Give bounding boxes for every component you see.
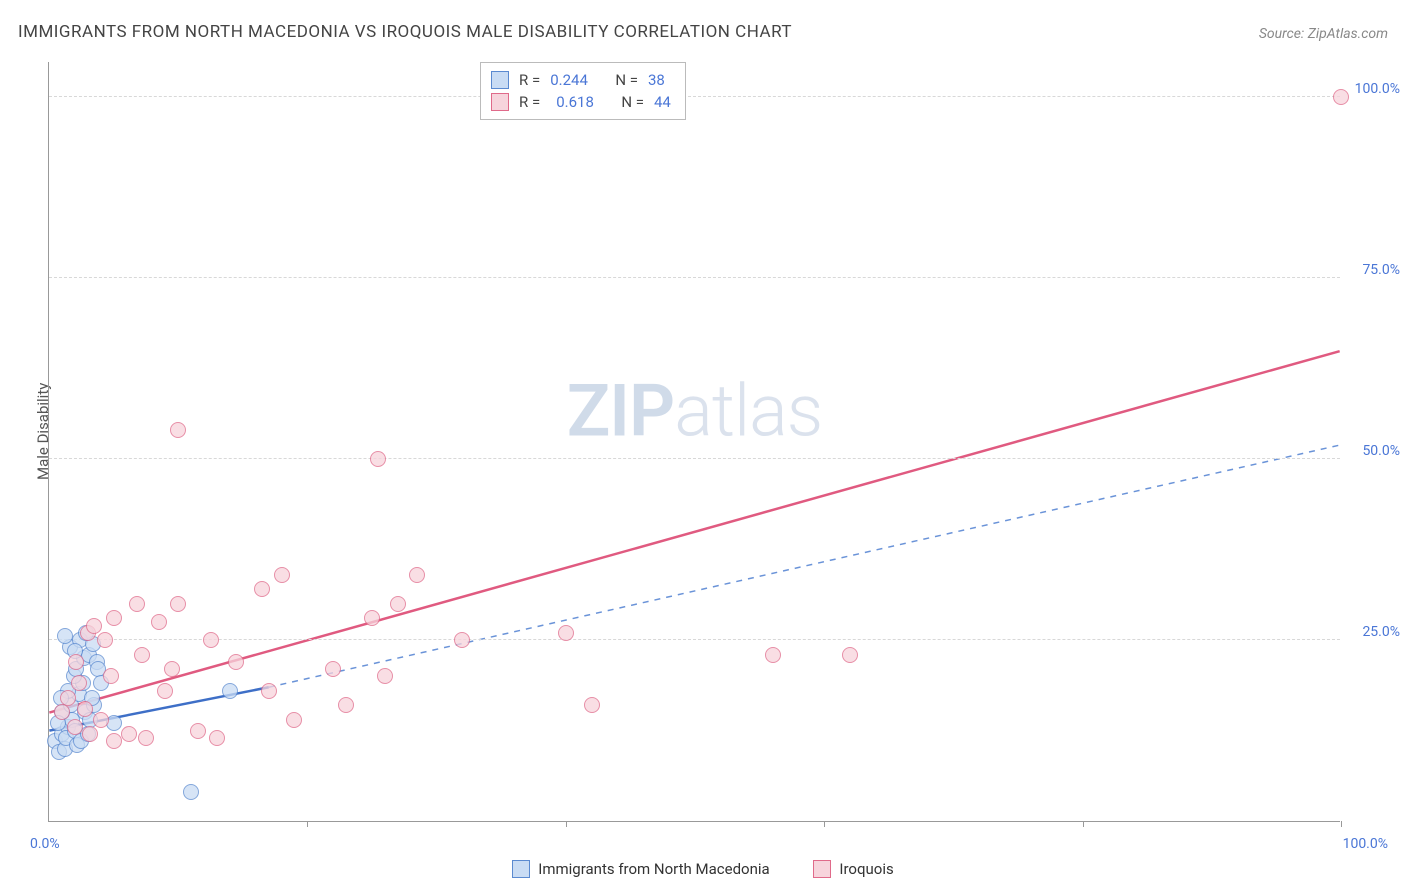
y-tick-label: 25.0% <box>1362 624 1400 640</box>
scatter-point-iroquois <box>68 654 84 670</box>
scatter-point-iroquois <box>409 567 425 583</box>
x-axis-end-label: 100.0% <box>1343 836 1388 852</box>
scatter-point-iroquois <box>390 596 406 612</box>
n-value-iroquois: 44 <box>654 91 671 113</box>
scatter-point-iroquois <box>103 668 119 684</box>
r-legend-row-immigrants: R = 0.244 N = 38 <box>491 69 671 91</box>
scatter-point-iroquois <box>71 675 87 691</box>
source-label: Source: ZipAtlas.com <box>1259 26 1388 42</box>
scatter-point-iroquois <box>261 683 277 699</box>
r-label: R = <box>519 69 540 91</box>
r-legend-row-iroquois: R = 0.618 N = 44 <box>491 91 671 113</box>
watermark-zip: ZIP <box>567 369 674 454</box>
scatter-point-iroquois <box>254 581 270 597</box>
scatter-point-immigrants <box>183 784 199 800</box>
scatter-point-iroquois <box>377 668 393 684</box>
legend-swatch-iroquois <box>491 93 509 111</box>
x-tick <box>307 821 308 827</box>
y-tick-label: 50.0% <box>1362 443 1400 459</box>
scatter-point-iroquois <box>170 422 186 438</box>
legend-swatch-immigrants <box>512 860 530 878</box>
r-value-immigrants: 0.244 <box>550 69 588 91</box>
n-value-immigrants: 38 <box>648 69 665 91</box>
scatter-point-iroquois <box>286 712 302 728</box>
scatter-point-iroquois <box>106 733 122 749</box>
scatter-point-iroquois <box>338 697 354 713</box>
scatter-point-iroquois <box>765 647 781 663</box>
r-label: R = <box>519 91 540 113</box>
scatter-point-immigrants <box>57 628 73 644</box>
x-tick <box>824 821 825 827</box>
scatter-point-iroquois <box>93 712 109 728</box>
scatter-point-iroquois <box>77 701 93 717</box>
scatter-point-iroquois <box>209 730 225 746</box>
gridline <box>49 96 1340 97</box>
x-tick <box>1083 821 1084 827</box>
scatter-point-iroquois <box>106 610 122 626</box>
scatter-point-iroquois <box>86 618 102 634</box>
n-label: N = <box>621 91 644 113</box>
scatter-point-iroquois <box>170 596 186 612</box>
legend-label-iroquois: Iroquois <box>839 860 893 878</box>
scatter-point-iroquois <box>138 730 154 746</box>
correlation-chart: IMMIGRANTS FROM NORTH MACEDONIA VS IROQU… <box>0 0 1406 892</box>
scatter-point-iroquois <box>584 697 600 713</box>
scatter-point-iroquois <box>364 610 380 626</box>
y-tick-label: 75.0% <box>1362 262 1400 278</box>
gridline <box>49 639 1340 640</box>
scatter-point-iroquois <box>151 614 167 630</box>
scatter-point-iroquois <box>203 632 219 648</box>
watermark-atlas: atlas <box>674 369 822 454</box>
plot-area: ZIPatlas 25.0%50.0%75.0%100.0% <box>48 62 1340 822</box>
n-label: N = <box>615 69 638 91</box>
legend-swatch-immigrants <box>491 71 509 89</box>
x-axis-start-label: 0.0% <box>30 836 60 852</box>
scatter-point-iroquois <box>370 451 386 467</box>
x-tick <box>1341 821 1342 827</box>
watermark: ZIPatlas <box>567 369 823 454</box>
scatter-point-iroquois <box>842 647 858 663</box>
legend-label-immigrants: Immigrants from North Macedonia <box>538 860 769 878</box>
scatter-point-iroquois <box>1333 89 1349 105</box>
x-tick <box>566 821 567 827</box>
trend-lines-layer <box>49 62 1340 821</box>
scatter-point-iroquois <box>97 632 113 648</box>
scatter-point-iroquois <box>190 723 206 739</box>
gridline <box>49 458 1340 459</box>
gridline <box>49 277 1340 278</box>
y-tick-label: 100.0% <box>1355 81 1400 97</box>
scatter-point-iroquois <box>129 596 145 612</box>
scatter-point-iroquois <box>157 683 173 699</box>
scatter-point-immigrants <box>222 683 238 699</box>
trend-line <box>269 445 1340 687</box>
scatter-point-iroquois <box>164 661 180 677</box>
scatter-point-iroquois <box>228 654 244 670</box>
legend-item-iroquois: Iroquois <box>813 860 893 878</box>
scatter-point-iroquois <box>325 661 341 677</box>
scatter-point-iroquois <box>274 567 290 583</box>
chart-title: IMMIGRANTS FROM NORTH MACEDONIA VS IROQU… <box>18 22 792 42</box>
series-legend: Immigrants from North Macedonia Iroquois <box>0 860 1406 878</box>
r-n-legend: R = 0.244 N = 38 R = 0.618 N = 44 <box>480 62 686 120</box>
scatter-point-iroquois <box>134 647 150 663</box>
legend-swatch-iroquois <box>813 860 831 878</box>
scatter-point-iroquois <box>121 726 137 742</box>
r-value-iroquois: 0.618 <box>556 91 594 113</box>
scatter-point-iroquois <box>558 625 574 641</box>
scatter-point-iroquois <box>54 704 70 720</box>
scatter-point-iroquois <box>82 726 98 742</box>
legend-item-immigrants: Immigrants from North Macedonia <box>512 860 773 878</box>
scatter-point-iroquois <box>454 632 470 648</box>
scatter-point-iroquois <box>67 719 83 735</box>
scatter-point-iroquois <box>60 690 76 706</box>
